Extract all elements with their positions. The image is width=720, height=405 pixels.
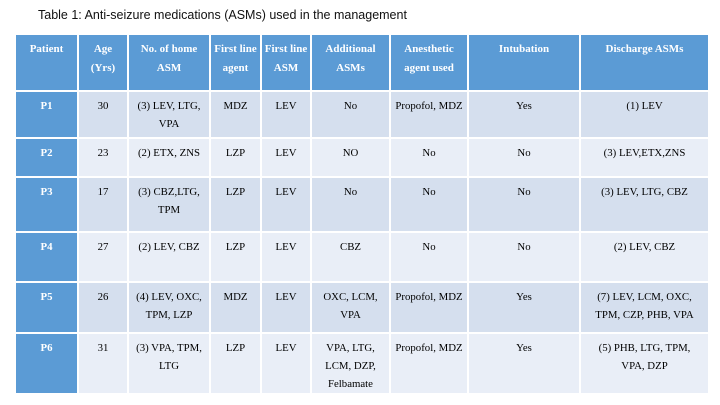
patient-id-cell: P4 bbox=[14, 231, 79, 283]
age-cell: 31 bbox=[77, 332, 129, 395]
patient-id-cell: P3 bbox=[14, 176, 79, 233]
asm-table: Patient Age (Yrs) No. of home ASM First … bbox=[14, 33, 710, 395]
patient-id-cell: P2 bbox=[14, 137, 79, 178]
discharge-asms-cell: (7) LEV, LCM, OXC, TPM, CZP, PHB, VPA bbox=[579, 281, 710, 334]
table-row-p3: P3 17 (3) CBZ,LTG, TPM LZP LEV No No No … bbox=[14, 176, 710, 233]
intubation-cell: No bbox=[467, 176, 581, 233]
anesthetic-agent-cell: No bbox=[389, 231, 469, 283]
first-line-asm-cell: LEV bbox=[260, 176, 312, 233]
first-line-asm-cell: LEV bbox=[260, 90, 312, 139]
age-cell: 27 bbox=[77, 231, 129, 283]
first-line-asm-cell: LEV bbox=[260, 231, 312, 283]
intubation-cell: Yes bbox=[467, 90, 581, 139]
intubation-cell: No bbox=[467, 137, 581, 178]
table-row-p6: P6 31 (3) VPA, TPM, LTG LZP LEV VPA, LTG… bbox=[14, 332, 710, 395]
home-asm-cell: (3) VPA, TPM, LTG bbox=[127, 332, 211, 395]
home-asm-cell: (4) LEV, OXC, TPM, LZP bbox=[127, 281, 211, 334]
table-caption: Table 1: Anti-seizure medications (ASMs)… bbox=[38, 8, 407, 22]
home-asm-cell: (2) ETX, ZNS bbox=[127, 137, 211, 178]
header-row: Patient Age (Yrs) No. of home ASM First … bbox=[14, 33, 710, 92]
home-asm-cell: (3) LEV, LTG, VPA bbox=[127, 90, 211, 139]
age-cell: 30 bbox=[77, 90, 129, 139]
first-line-agent-cell: LZP bbox=[209, 332, 262, 395]
anesthetic-agent-cell: No bbox=[389, 137, 469, 178]
discharge-asms-cell: (1) LEV bbox=[579, 90, 710, 139]
first-line-asm-cell: LEV bbox=[260, 137, 312, 178]
column-header-discharge-asms: Discharge ASMs bbox=[579, 33, 710, 92]
first-line-asm-cell: LEV bbox=[260, 332, 312, 395]
discharge-asms-cell: (5) PHB, LTG, TPM, VPA, DZP bbox=[579, 332, 710, 395]
first-line-asm-cell: LEV bbox=[260, 281, 312, 334]
first-line-agent-cell: LZP bbox=[209, 176, 262, 233]
additional-asms-cell: VPA, LTG, LCM, DZP, Felbamate bbox=[310, 332, 391, 395]
column-header-additional-asms: Additional ASMs bbox=[310, 33, 391, 92]
intubation-cell: Yes bbox=[467, 332, 581, 395]
additional-asms-cell: No bbox=[310, 176, 391, 233]
additional-asms-cell: No bbox=[310, 90, 391, 139]
discharge-asms-cell: (3) LEV,ETX,ZNS bbox=[579, 137, 710, 178]
first-line-agent-cell: LZP bbox=[209, 231, 262, 283]
anesthetic-agent-cell: Propofol, MDZ bbox=[389, 281, 469, 334]
table-row-p4: P4 27 (2) LEV, CBZ LZP LEV CBZ No No (2)… bbox=[14, 231, 710, 283]
patient-id-cell: P5 bbox=[14, 281, 79, 334]
age-cell: 23 bbox=[77, 137, 129, 178]
table-row-p5: P5 26 (4) LEV, OXC, TPM, LZP MDZ LEV OXC… bbox=[14, 281, 710, 334]
anesthetic-agent-cell: Propofol, MDZ bbox=[389, 90, 469, 139]
home-asm-cell: (2) LEV, CBZ bbox=[127, 231, 211, 283]
column-header-age: Age (Yrs) bbox=[77, 33, 129, 92]
discharge-asms-cell: (3) LEV, LTG, CBZ bbox=[579, 176, 710, 233]
column-header-home-asm: No. of home ASM bbox=[127, 33, 211, 92]
intubation-cell: Yes bbox=[467, 281, 581, 334]
intubation-cell: No bbox=[467, 231, 581, 283]
column-header-first-line-agent: First line agent bbox=[209, 33, 262, 92]
anesthetic-agent-cell: No bbox=[389, 176, 469, 233]
table-row-p1: P1 30 (3) LEV, LTG, VPA MDZ LEV No Propo… bbox=[14, 90, 710, 139]
first-line-agent-cell: MDZ bbox=[209, 90, 262, 139]
discharge-asms-cell: (2) LEV, CBZ bbox=[579, 231, 710, 283]
column-header-intubation: Intubation bbox=[467, 33, 581, 92]
additional-asms-cell: NO bbox=[310, 137, 391, 178]
column-header-patient: Patient bbox=[14, 33, 79, 92]
anesthetic-agent-cell: Propofol, MDZ bbox=[389, 332, 469, 395]
additional-asms-cell: OXC, LCM, VPA bbox=[310, 281, 391, 334]
age-cell: 17 bbox=[77, 176, 129, 233]
age-cell: 26 bbox=[77, 281, 129, 334]
column-header-anesthetic-agent: Anesthetic agent used bbox=[389, 33, 469, 92]
column-header-first-line-asm: First line ASM bbox=[260, 33, 312, 92]
additional-asms-cell: CBZ bbox=[310, 231, 391, 283]
first-line-agent-cell: LZP bbox=[209, 137, 262, 178]
table-row-p2: P2 23 (2) ETX, ZNS LZP LEV NO No No (3) … bbox=[14, 137, 710, 178]
first-line-agent-cell: MDZ bbox=[209, 281, 262, 334]
home-asm-cell: (3) CBZ,LTG, TPM bbox=[127, 176, 211, 233]
patient-id-cell: P1 bbox=[14, 90, 79, 139]
patient-id-cell: P6 bbox=[14, 332, 79, 395]
